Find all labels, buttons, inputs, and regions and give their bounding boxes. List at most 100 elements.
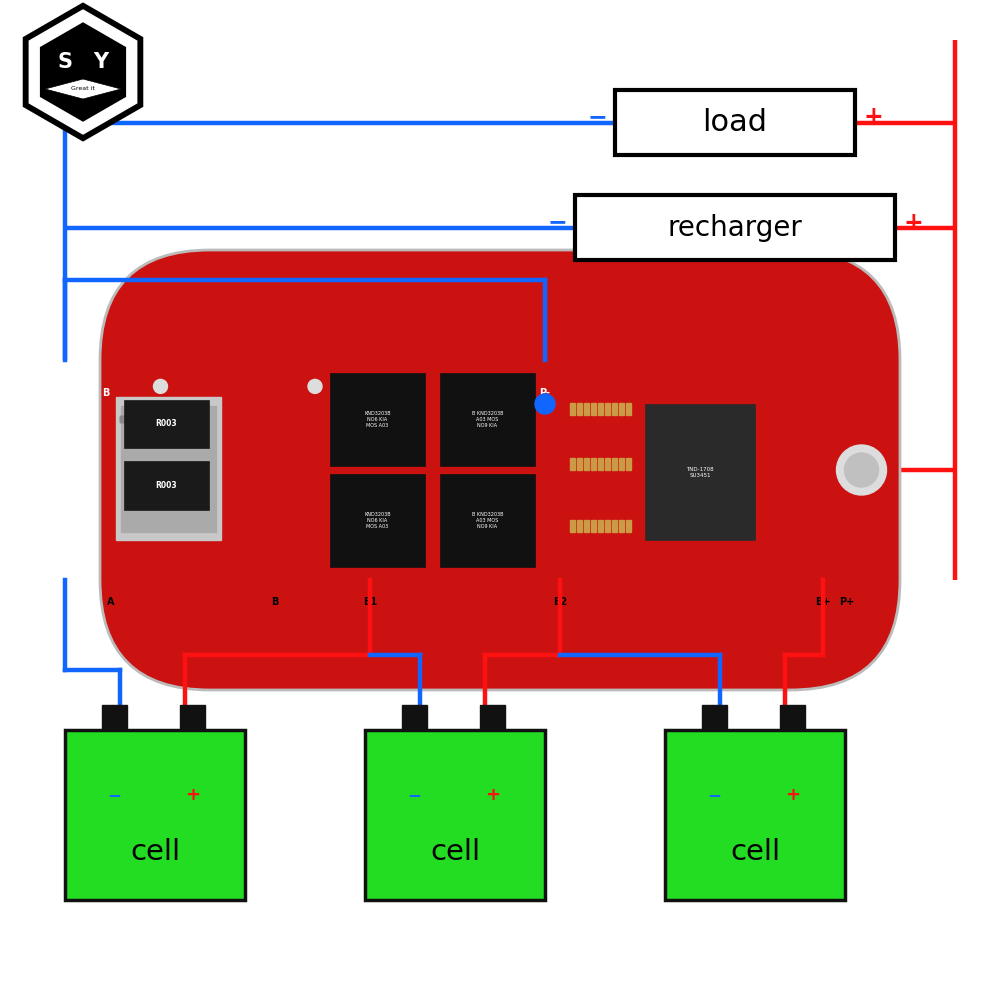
Bar	[702, 705, 727, 730]
Bar	[584, 458, 589, 470]
Bar	[124, 400, 209, 448]
Bar	[605, 458, 610, 470]
Polygon shape	[41, 23, 125, 121]
Bar	[146, 416, 155, 422]
Bar	[584, 403, 589, 415]
Polygon shape	[29, 10, 137, 134]
Bar	[598, 520, 603, 532]
Bar	[480, 705, 505, 730]
Bar	[665, 730, 845, 900]
Text: recharger: recharger	[668, 214, 802, 241]
Bar	[570, 458, 575, 470]
Circle shape	[844, 453, 879, 487]
Bar	[612, 403, 617, 415]
Bar	[159, 416, 168, 422]
Bar	[591, 520, 596, 532]
Bar	[570, 520, 575, 532]
Polygon shape	[45, 79, 121, 99]
Text: B1: B1	[363, 597, 377, 607]
Text: +: +	[485, 786, 500, 804]
Bar	[120, 416, 129, 422]
Text: cell: cell	[430, 838, 480, 866]
Text: A: A	[107, 597, 115, 607]
Text: B2: B2	[553, 597, 567, 607]
Bar	[180, 705, 205, 730]
Bar	[102, 705, 127, 730]
Bar	[584, 520, 589, 532]
Text: P+: P+	[839, 597, 854, 607]
Text: KND3203B
NO6 KIA
MOS A03: KND3203B NO6 KIA MOS A03	[364, 411, 391, 428]
Bar	[626, 458, 631, 470]
Bar	[133, 416, 142, 422]
Text: +: +	[185, 786, 200, 804]
Bar	[577, 403, 582, 415]
Text: load: load	[702, 108, 768, 137]
Text: B: B	[271, 597, 279, 607]
Bar	[116, 397, 221, 540]
Bar	[780, 705, 805, 730]
Text: −: −	[547, 211, 567, 234]
Bar	[619, 458, 624, 470]
Bar	[612, 520, 617, 532]
Bar	[619, 520, 624, 532]
Text: B KND3203B
A03 MOS
NO9 KIA: B KND3203B A03 MOS NO9 KIA	[472, 512, 503, 529]
Bar	[575, 195, 895, 260]
Circle shape	[836, 445, 887, 495]
Bar	[626, 403, 631, 415]
Text: P-: P-	[539, 388, 550, 398]
Bar	[605, 520, 610, 532]
Text: Great it: Great it	[71, 87, 95, 92]
FancyBboxPatch shape	[100, 250, 900, 690]
Bar	[619, 403, 624, 415]
Bar	[577, 520, 582, 532]
Text: +: +	[903, 211, 923, 234]
Bar	[605, 403, 610, 415]
Text: cell: cell	[730, 838, 780, 866]
Text: Y: Y	[93, 52, 109, 72]
Text: −: −	[587, 105, 607, 129]
Text: −: −	[408, 786, 421, 804]
Bar	[598, 458, 603, 470]
Text: −: −	[708, 786, 721, 804]
Bar	[626, 520, 631, 532]
Polygon shape	[24, 4, 142, 140]
Bar	[612, 458, 617, 470]
Bar	[591, 458, 596, 470]
Bar	[615, 90, 855, 155]
Text: −: −	[108, 786, 121, 804]
Text: S: S	[58, 52, 72, 72]
Bar	[330, 373, 425, 466]
Circle shape	[153, 379, 167, 393]
Bar	[121, 406, 216, 532]
Bar	[120, 416, 129, 422]
Bar	[159, 416, 168, 422]
Bar	[133, 416, 142, 422]
Bar	[330, 474, 425, 567]
Bar	[159, 416, 168, 422]
Text: KND3203B
NO6 KIA
MOS A03: KND3203B NO6 KIA MOS A03	[364, 512, 391, 529]
Bar	[598, 403, 603, 415]
Bar	[365, 730, 545, 900]
Bar	[645, 404, 755, 540]
Text: TND-1708
SU3451: TND-1708 SU3451	[686, 467, 714, 478]
Bar	[577, 458, 582, 470]
Bar	[146, 416, 155, 422]
Bar	[570, 403, 575, 415]
Bar	[146, 416, 155, 422]
Text: B: B	[102, 388, 109, 398]
Bar	[133, 416, 142, 422]
Bar	[120, 416, 129, 422]
Bar	[591, 403, 596, 415]
Bar	[402, 705, 427, 730]
Text: +: +	[863, 105, 883, 129]
Text: R003: R003	[155, 481, 177, 490]
Bar	[124, 461, 209, 510]
Circle shape	[535, 394, 555, 414]
Bar	[440, 474, 535, 567]
Text: cell: cell	[130, 838, 180, 866]
Bar	[65, 730, 245, 900]
Circle shape	[308, 379, 322, 393]
Text: B+: B+	[815, 597, 831, 607]
Text: +: +	[785, 786, 800, 804]
Bar	[440, 373, 535, 466]
